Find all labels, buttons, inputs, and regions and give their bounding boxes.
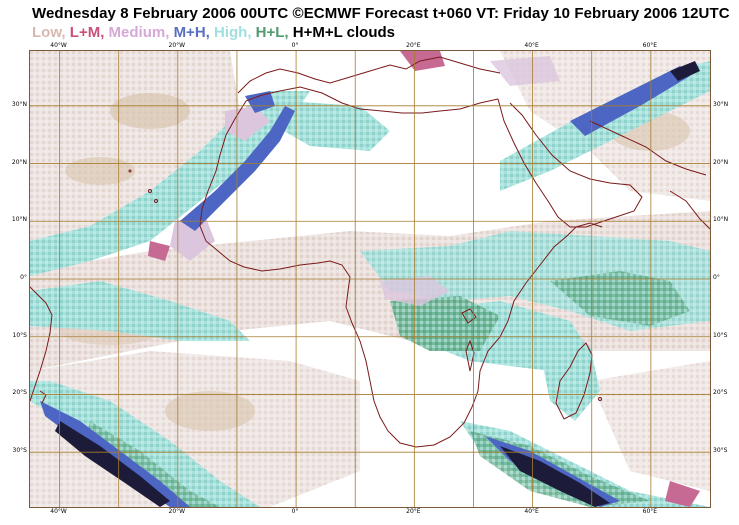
map-frame [29,50,711,508]
bottom-lon-label: 40°E [524,508,539,515]
top-lon-label: 20°E [406,42,421,49]
left-lat-label: 30°N [11,100,27,108]
medium-cloud-layer [170,56,560,306]
right-lat-label: 30°N [713,100,729,108]
legend-entry: Low, [32,24,70,41]
bottom-lon-label: 60°E [642,508,658,515]
top-lon-label: 40°W [50,42,67,49]
chart-title: Wednesday 8 February 2006 00UTC ©ECMWF F… [32,5,730,22]
legend-entry: M+H, [173,24,214,41]
top-lon-label: 60°E [642,42,658,49]
left-lat-label: 20°S [12,389,27,397]
right-lat-label: 10°N [713,216,729,224]
bottom-lon-label: 20°W [168,508,186,515]
left-lat-label: 0° [20,274,27,281]
left-lat-label: 10°S [12,331,27,339]
top-lon-label: 0° [291,42,299,49]
legend-entry: Medium, [108,24,174,41]
right-lat-label: 10°S [713,331,728,339]
coastline-layer [30,56,710,448]
right-lat-label: 20°N [713,158,729,166]
graticule [30,51,710,507]
left-lat-label: 20°N [11,158,27,166]
bottom-lon-label: 40°W [50,508,67,515]
top-lon-label: 40°E [524,42,539,49]
cloud-legend: Low, L+M, Medium, M+H, High, H+L, H+M+L … [32,24,395,41]
right-lat-label: 30°S [713,447,728,455]
bottom-lon-label: 20°E [406,508,421,515]
cloud-map [30,51,710,507]
legend-entry: L+M, [69,24,109,41]
legend-entry: H+M+L clouds [292,24,396,41]
right-lat-label: 0° [713,274,720,281]
bottom-lon-label: 0° [291,508,299,515]
right-lat-label: 20°S [713,389,728,397]
legend-entry: H+L, [255,24,293,41]
all-level-cloud-layer [55,61,700,507]
legend-entry: High, [214,24,256,41]
top-lon-label: 20°W [168,42,186,49]
left-lat-label: 10°N [11,216,27,224]
left-lat-label: 30°S [12,447,27,455]
